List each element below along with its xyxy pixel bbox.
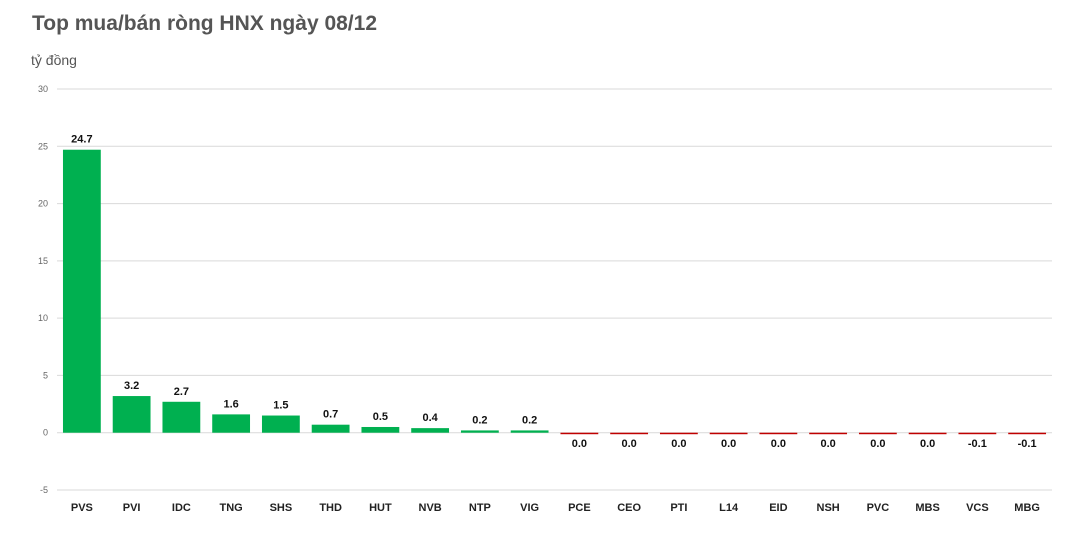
data-label: 0.0 [870,438,885,450]
y-tick-label: 0 [43,428,48,438]
x-tick-label: MBG [1014,502,1040,514]
x-tick-label: SHS [270,502,293,514]
bar-tng [212,414,251,433]
data-label: -0.1 [1018,438,1037,450]
y-tick-label: 10 [38,313,48,323]
x-tick-label: MBS [915,502,939,514]
data-label: 1.5 [273,400,288,412]
bar-pvs [62,149,101,433]
data-label: 2.7 [174,386,189,398]
data-label: 0.2 [522,414,537,426]
bar-mbg [1008,432,1047,435]
bar-ntp [460,430,499,433]
x-tick-label: HUT [369,502,392,514]
x-tick-label: PVI [123,502,141,514]
y-tick-label: 5 [43,370,48,380]
y-tick-label: 20 [38,199,48,209]
data-label: -0.1 [968,438,987,450]
bar-vig [510,430,549,433]
x-tick-label: IDC [172,502,191,514]
bar-vcs [958,432,997,435]
bar-nvb [411,428,450,433]
bar-pce [560,432,599,435]
x-tick-label: VCS [966,502,989,514]
x-tick-label: TNG [220,502,243,514]
y-tick-label: -5 [40,485,48,495]
data-label: 0.0 [671,438,686,450]
bar-idc [162,401,201,433]
x-tick-label: VIG [520,502,539,514]
x-tick-label: PTI [670,502,687,514]
x-tick-label: PVS [71,502,93,514]
bar-nsh [809,432,848,435]
data-label: 0.0 [621,438,636,450]
chart-title: Top mua/bán ròng HNX ngày 08/12 [32,12,378,35]
x-tick-label: PVC [867,502,890,514]
data-label: 0.0 [572,438,587,450]
bar-hut [361,426,400,433]
data-label: 0.0 [920,438,935,450]
data-label: 0.5 [373,411,388,423]
x-tick-label: PCE [568,502,591,514]
data-label: 3.2 [124,380,139,392]
bar-eid [759,432,798,435]
data-label: 0.4 [422,412,438,424]
bar-ceo [610,432,649,435]
y-tick-label: 15 [38,256,48,266]
data-label: 0.7 [323,409,338,421]
x-tick-label: CEO [617,502,641,514]
x-tick-label: NSH [817,502,840,514]
unit-label: tỷ đồng [31,52,77,68]
data-label: 0.0 [721,438,736,450]
x-tick-label: L14 [719,502,739,514]
data-label: 24.7 [71,134,92,146]
bar-shs [261,415,300,433]
bar-mbs [908,432,947,435]
x-tick-label: THD [319,502,342,514]
bar-pti [659,432,698,435]
data-label: 0.2 [472,414,487,426]
x-tick-label: NVB [419,502,442,514]
x-tick-label: NTP [469,502,491,514]
x-tick-label: EID [769,502,787,514]
data-label: 1.6 [223,398,238,410]
bar-thd [311,424,350,433]
bar-pvi [112,396,151,433]
y-tick-label: 30 [38,84,48,94]
bar-l14 [709,432,748,435]
data-label: 0.0 [771,438,786,450]
y-tick-label: 25 [38,141,48,151]
bar-pvc [858,432,897,435]
data-label: 0.0 [820,438,835,450]
